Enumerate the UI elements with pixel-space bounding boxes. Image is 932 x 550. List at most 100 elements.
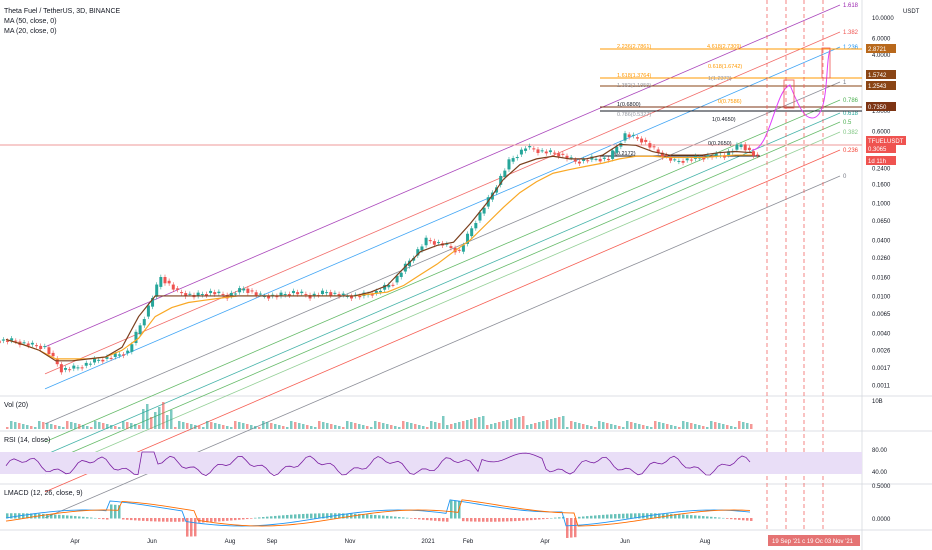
rsi-title[interactable]: RSI (14, close) — [4, 437, 50, 444]
candle-body — [188, 293, 192, 295]
macd-histogram-bar — [190, 518, 193, 537]
macd-histogram-bar — [118, 505, 121, 519]
macd-histogram-bar — [426, 518, 429, 521]
volume-bar — [286, 427, 289, 429]
volume-title[interactable]: Vol (20) — [4, 402, 28, 409]
volume-bar — [474, 418, 477, 429]
volume-bar — [734, 427, 737, 429]
volume-bar — [138, 425, 141, 429]
volume-bar — [506, 420, 509, 429]
time-axis-label: Apr — [70, 539, 79, 545]
candle-body — [449, 246, 453, 249]
macd-histogram-bar — [22, 513, 25, 519]
candle-body — [553, 152, 557, 154]
candle-body — [565, 155, 569, 159]
macd-histogram-bar — [358, 513, 361, 519]
volume-bar — [110, 425, 113, 429]
candle-body — [548, 150, 552, 153]
candle-body — [329, 292, 333, 296]
volume-bar — [510, 419, 513, 429]
candle-body — [117, 354, 121, 356]
unit-label: USDT — [903, 9, 920, 15]
candle-body — [122, 354, 126, 356]
macd-histogram-bar — [442, 518, 445, 522]
candle-body — [30, 342, 34, 345]
candle-body — [171, 284, 175, 290]
volume-bar — [478, 417, 481, 429]
rsi-line — [5, 451, 751, 477]
volume-bar — [750, 424, 753, 429]
volume-bar — [650, 427, 653, 429]
fib-extension-label: 0(0.7586) — [718, 99, 742, 105]
candle-body — [250, 290, 254, 292]
candle-body — [482, 207, 486, 214]
macd-histogram-bar — [534, 518, 537, 520]
macd-histogram-bar — [98, 518, 101, 519]
fib-channel-line — [44, 31, 841, 375]
volume-bar — [86, 426, 89, 429]
volume-bar — [242, 423, 245, 429]
candle-body — [627, 134, 631, 138]
macd-histogram-bar — [698, 515, 701, 519]
time-axis[interactable]: Apr Jun Aug Sep Nov 2021 Feb Apr Jun Aug 19 Sep '2… — [70, 535, 860, 546]
fib-channel-label: 0 — [843, 174, 847, 180]
time-markers — [766, 0, 824, 530]
volume-bar — [370, 427, 373, 429]
volume-bar — [258, 427, 261, 429]
macd-histogram-bar — [590, 515, 593, 519]
volume-bar — [278, 425, 281, 429]
macd-histogram-bar — [478, 518, 481, 522]
ma50-legend[interactable]: MA (50, close, 0) — [4, 18, 57, 25]
candle-body — [519, 149, 523, 155]
macd-histogram-bar — [30, 513, 33, 519]
macd-histogram-bar — [178, 518, 181, 522]
macd-histogram-bar — [82, 516, 85, 519]
projection-box — [783, 79, 795, 109]
candle-body — [756, 154, 760, 156]
macd-title[interactable]: LMACD (12, 26, close, 9) — [4, 490, 83, 497]
price-tick-label: 4.0000 — [872, 53, 891, 59]
macd-histogram-bar — [482, 518, 485, 522]
macd-histogram-bar — [318, 513, 321, 519]
macd-histogram-bar — [638, 513, 641, 519]
price-scale[interactable]: 10.00006.00004.00002.40001.00000.60000.4… — [866, 16, 906, 389]
price-tick-label: 0.0011 — [872, 383, 891, 389]
macd-histogram-bar — [182, 518, 185, 522]
volume-bar — [162, 402, 165, 429]
time-axis-label: Nov — [345, 539, 356, 545]
fib-channel: 1.618 1.382 1.236 1 0.786 0.618 0.5 0.382 0.236 0 — [44, 3, 859, 519]
volume-bar — [122, 421, 125, 429]
macd-histogram-bar — [210, 518, 213, 523]
macd-histogram-bar — [650, 513, 653, 519]
macd-histogram-bar — [234, 518, 237, 521]
volume-bar — [634, 423, 637, 429]
macd-histogram-bar — [14, 513, 17, 519]
price-badge-label: 0.3065 — [868, 147, 887, 153]
candle-body — [167, 280, 171, 284]
macd-histogram-bar — [682, 514, 685, 519]
candle-body — [540, 150, 544, 152]
volume-bar — [350, 422, 353, 429]
volume-bar — [174, 427, 177, 429]
candle-body — [466, 233, 470, 244]
macd-histogram-bar — [34, 513, 37, 519]
fib-extension-label: 0.618(1.6742) — [708, 64, 742, 70]
macd-histogram-bar — [678, 514, 681, 519]
candle-body — [68, 369, 72, 371]
candle-body — [39, 345, 43, 350]
ma20-legend[interactable]: MA (20, close, 0) — [4, 28, 57, 35]
macd-histogram-bar — [726, 518, 729, 519]
macd-histogram-bar — [290, 514, 293, 519]
fib-extension-label: 2.236(2.7861) — [617, 44, 651, 50]
candle-body — [673, 159, 677, 161]
macd-histogram-bar — [322, 513, 325, 519]
candle-body — [105, 356, 109, 359]
volume-bar — [302, 424, 305, 429]
candle-body — [217, 291, 221, 294]
volume-bar — [386, 424, 389, 429]
volume-bar — [498, 422, 501, 429]
price-tick-label: 0.6000 — [872, 129, 891, 135]
candles — [0, 130, 760, 375]
candle-body — [739, 144, 743, 148]
candle-body — [221, 294, 225, 296]
